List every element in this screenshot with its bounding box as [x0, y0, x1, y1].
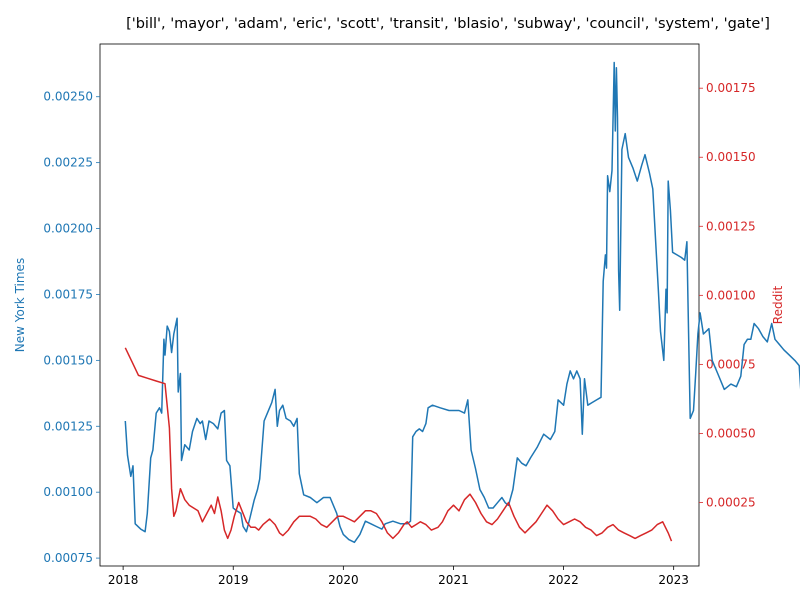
y-right-tick-label: 0.00075	[706, 357, 756, 371]
y-axis-right: 0.00025 0.00050 0.00075 0.00100 0.00125 0.001…	[699, 81, 756, 509]
x-tick-label: 2021	[438, 573, 469, 587]
y-left-tick-label: 0.00225	[43, 156, 93, 170]
x-axis: 2018 2019 2020 2021 2022 2023	[108, 566, 689, 587]
series-line-reddit	[124, 347, 673, 542]
y-left-tick-label: 0.00100	[43, 485, 93, 499]
y-left-tick-label: 0.00175	[43, 287, 93, 301]
plot-frame	[99, 43, 700, 567]
y-left-tick-label: 0.00125	[43, 419, 93, 433]
x-tick-label: 2018	[108, 573, 139, 587]
y-right-tick-label: 0.00050	[706, 426, 756, 440]
x-tick-label: 2019	[218, 573, 249, 587]
y-left-tick-label: 0.00150	[43, 353, 93, 367]
x-tick-label: 2023	[658, 573, 689, 587]
y-axis-left: 0.00075 0.00100 0.00125 0.00150 0.00175 0.002…	[43, 90, 100, 565]
y-right-tick-label: 0.00100	[706, 288, 756, 302]
series-layer	[124, 61, 800, 544]
plot-border	[99, 43, 700, 567]
y-right-tick-label: 0.00150	[706, 150, 756, 164]
y-axis-label-right: Reddit	[771, 285, 785, 324]
y-right-tick-label: 0.00125	[706, 219, 756, 233]
y-left-tick-label: 0.00075	[43, 551, 93, 565]
y-right-tick-label: 0.00175	[706, 81, 756, 95]
y-left-tick-label: 0.00250	[43, 90, 93, 104]
x-tick-label: 2022	[548, 573, 579, 587]
y-right-tick-label: 0.00025	[706, 495, 756, 509]
x-tick-label: 2020	[328, 573, 359, 587]
y-axis-label-left: New York Times	[13, 258, 27, 352]
chart-title: ['bill', 'mayor', 'adam', 'eric', 'scott…	[126, 16, 770, 32]
y-left-tick-label: 0.00200	[43, 222, 93, 236]
series-line-new-york-times	[124, 61, 800, 544]
